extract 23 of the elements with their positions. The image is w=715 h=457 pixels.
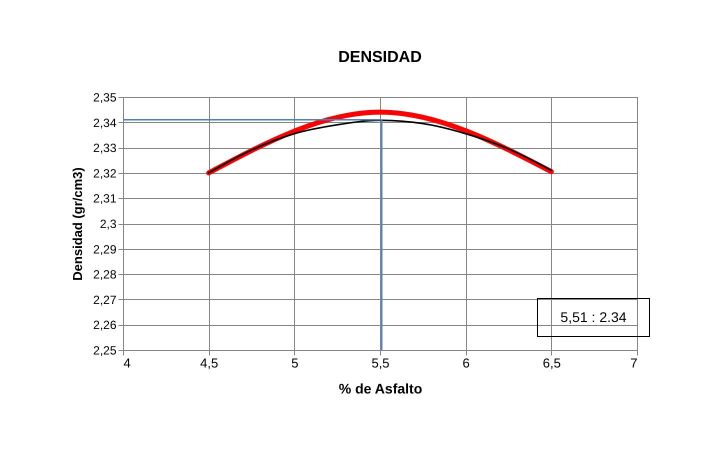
y-axis-title: Densidad (gr/cm3)	[70, 167, 86, 281]
x-axis-title: % de Asfalto	[338, 380, 422, 396]
x-tick-label: 5,5	[371, 356, 390, 370]
y-tick-label: 2,3	[100, 217, 117, 231]
y-tick-label: 2,29	[93, 242, 117, 256]
x-tick-label: 6,5	[542, 356, 561, 370]
y-tick-label: 2,28	[93, 268, 117, 282]
y-tick-label: 2,34	[93, 116, 117, 130]
y-tick-label: 2,33	[93, 141, 117, 156]
y-tick-label: 2,27	[93, 292, 117, 307]
x-tick-label: 4	[124, 356, 131, 370]
x-tick-label: 6	[462, 356, 470, 370]
y-tick-label: 2,32	[93, 166, 117, 180]
y-tick-label: 2,31	[93, 192, 117, 206]
text-box: 5,51 : 2.34	[537, 298, 650, 337]
x-tick-label: 5	[291, 356, 298, 370]
x-tick-label: 7	[630, 356, 638, 370]
line-series	[208, 119, 552, 174]
x-tick-label: 4,5	[200, 356, 218, 370]
y-tick-label: 2,25	[93, 344, 117, 358]
y-tick-label: 2,26	[93, 318, 117, 332]
y-tick-label: 2,35	[93, 90, 117, 104]
chart-title: DENSIDAD	[338, 49, 422, 66]
